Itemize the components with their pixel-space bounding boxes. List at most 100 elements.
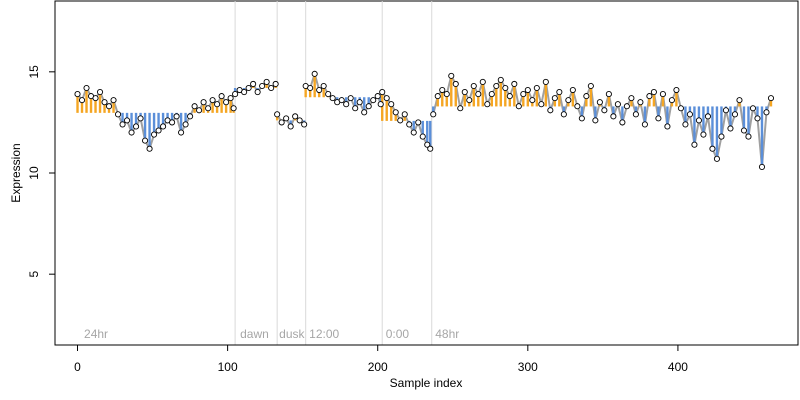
data-point-5-43 <box>623 103 630 110</box>
data-point-5-34 <box>583 93 590 100</box>
data-point-0-19 <box>160 123 167 130</box>
data-point-5-20 <box>520 91 527 98</box>
data-point-0-5 <box>96 89 104 96</box>
data-point-3-13 <box>361 109 368 116</box>
data-point-0-25 <box>187 113 194 120</box>
y-tick-label-1: 10 <box>27 166 41 180</box>
annotation-5: 48hr <box>435 327 459 341</box>
data-point-0-18 <box>155 127 162 134</box>
data-point-5-55 <box>677 105 684 112</box>
data-point-5-67 <box>731 111 739 118</box>
data-point-0-6 <box>101 99 108 106</box>
plot-frame <box>54 0 799 346</box>
data-point-0-15 <box>142 137 149 144</box>
data-point-5-63 <box>713 155 720 162</box>
annotation-3: 12:00 <box>309 327 339 341</box>
data-points <box>74 70 775 170</box>
data-point-4-11 <box>427 145 434 152</box>
data-point-2-5 <box>296 117 303 124</box>
data-point-5-31 <box>569 86 576 94</box>
data-point-5-37 <box>596 99 603 106</box>
data-point-5-5 <box>452 80 459 88</box>
data-point-5-32 <box>574 103 581 110</box>
data-point-3-17 <box>377 101 384 108</box>
data-point-5-29 <box>560 111 567 118</box>
data-point-5-24 <box>538 101 545 108</box>
data-point-5-38 <box>601 107 608 114</box>
data-point-1-0 <box>232 91 239 98</box>
data-point-0-4 <box>92 95 99 102</box>
deviation-stems <box>76 73 773 167</box>
data-point-0-14 <box>137 115 144 122</box>
data-point-5-26 <box>547 107 554 114</box>
data-point-0-27 <box>196 107 203 114</box>
data-point-5-39 <box>605 91 612 98</box>
data-point-3-12 <box>356 99 363 106</box>
data-point-1-4 <box>250 80 257 88</box>
y-axis: 5 10 15 <box>27 65 56 278</box>
data-point-5-70 <box>745 133 752 140</box>
data-point-3-8 <box>338 97 345 104</box>
data-point-3-5 <box>325 91 332 98</box>
data-point-5-28 <box>556 89 563 96</box>
data-point-3-10 <box>347 95 354 102</box>
data-point-5-58 <box>691 141 698 148</box>
data-point-5-45 <box>632 111 639 118</box>
data-point-4-8 <box>415 119 422 126</box>
data-point-0-9 <box>114 111 122 118</box>
x-tick-label-1: 100 <box>218 360 238 374</box>
data-point-5-27 <box>551 95 558 102</box>
data-point-3-3 <box>316 86 323 94</box>
data-point-5-19 <box>515 103 522 110</box>
x-tick-label-3: 300 <box>518 360 538 374</box>
data-point-0-35 <box>230 105 237 112</box>
data-point-0-21 <box>169 119 176 126</box>
data-point-5-6 <box>457 105 464 112</box>
data-point-5-54 <box>673 86 680 94</box>
data-point-5-51 <box>659 91 666 98</box>
y-tick-label-0: 5 <box>27 271 41 278</box>
data-point-5-52 <box>664 123 671 130</box>
segment-line-5 <box>432 73 772 168</box>
data-point-4-3 <box>392 109 399 116</box>
data-point-2-6 <box>301 121 308 128</box>
data-point-5-61 <box>704 113 711 120</box>
data-point-0-13 <box>133 123 140 130</box>
data-point-5-69 <box>740 127 748 134</box>
data-point-5-56 <box>682 121 689 128</box>
data-point-5-74 <box>763 109 770 116</box>
data-point-4-5 <box>401 111 408 118</box>
data-point-2-4 <box>292 113 299 120</box>
data-point-4-2 <box>388 101 395 108</box>
annotations: 24hr dawn dusk 12:00 0:00 48hr <box>84 327 459 341</box>
data-point-2-2 <box>283 115 290 122</box>
data-point-1-9 <box>272 80 279 88</box>
data-point-5-13 <box>488 91 495 98</box>
data-point-0-22 <box>173 113 180 120</box>
data-point-1-5 <box>254 89 261 96</box>
data-point-5-60 <box>700 131 707 138</box>
data-point-5-22 <box>529 97 536 104</box>
data-point-0-23 <box>178 129 185 136</box>
data-point-2-1 <box>278 119 285 126</box>
data-point-5-4 <box>448 72 455 79</box>
data-point-5-75 <box>767 95 775 102</box>
data-point-5-36 <box>592 117 599 124</box>
y-axis-title: Expression <box>9 143 23 202</box>
data-point-0-12 <box>128 129 135 136</box>
data-point-4-7 <box>410 129 417 136</box>
data-point-1-8 <box>268 84 275 92</box>
data-point-5-15 <box>497 76 504 83</box>
data-point-1-3 <box>245 84 252 92</box>
data-point-4-4 <box>397 117 404 124</box>
x-tick-label-0: 0 <box>74 360 81 374</box>
data-point-4-0 <box>379 89 386 96</box>
data-point-5-42 <box>619 119 626 126</box>
x-tick-label-2: 200 <box>368 360 388 374</box>
annotation-0: 24hr <box>84 327 108 341</box>
data-point-5-59 <box>695 117 702 124</box>
x-axis-title: Sample index <box>390 376 463 390</box>
data-point-0-28 <box>200 99 207 106</box>
x-tick-label-4: 400 <box>668 360 688 374</box>
data-point-5-49 <box>650 89 657 96</box>
